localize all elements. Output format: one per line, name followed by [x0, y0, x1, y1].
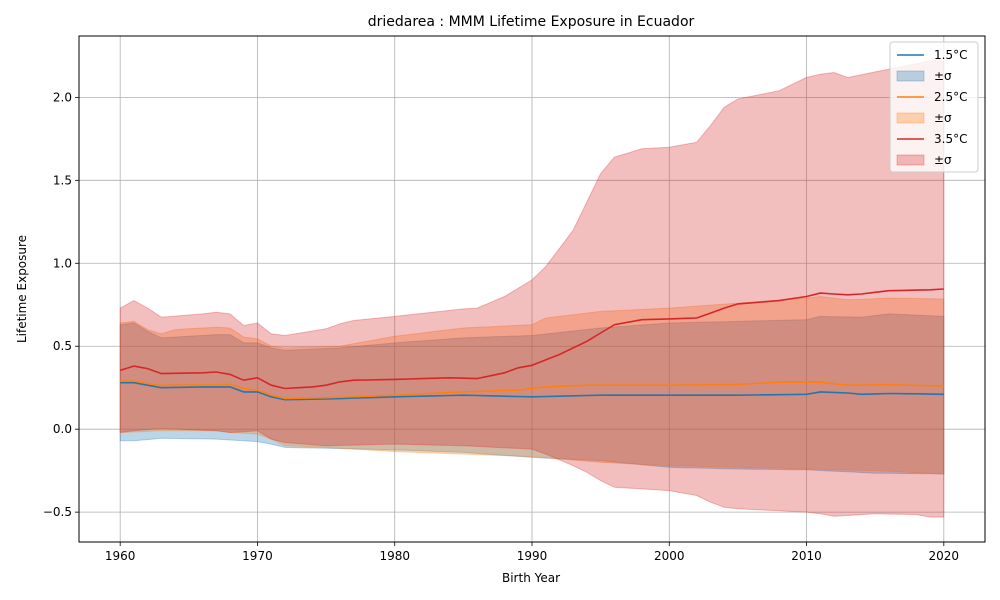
x-tick-label: 1960	[105, 549, 136, 563]
legend-band-swatch	[896, 154, 925, 166]
line-series-1	[120, 381, 944, 401]
y-axis-label: Lifetime Exposure	[15, 235, 29, 343]
uncertainty-bands	[119, 60, 945, 518]
grid-lines	[79, 36, 985, 542]
legend-series-label: 3.5°C	[934, 132, 967, 146]
x-tick-label: 2020	[929, 549, 960, 563]
line-series-3	[119, 288, 944, 390]
y-tick-label: −0.5	[43, 505, 72, 519]
band-series-1	[119, 313, 945, 475]
series-lines	[119, 288, 944, 401]
x-tick-label: 2000	[654, 549, 685, 563]
band-series-3	[119, 60, 945, 518]
x-tick-label: 1990	[517, 549, 548, 563]
band-series-2	[119, 295, 945, 475]
y-tick-label: 2.0	[53, 90, 72, 104]
x-axis-ticks: 1960 1970 1980 1990 2000 2010 2020	[105, 542, 959, 563]
y-tick-label: 1.5	[53, 173, 72, 187]
x-tick-label: 2010	[791, 549, 822, 563]
x-tick-label: 1980	[379, 549, 410, 563]
y-tick-label: 0.0	[53, 422, 72, 436]
y-tick-label: 0.5	[53, 339, 72, 353]
y-tick-label: 1.0	[53, 256, 72, 270]
x-axis-label: Birth Year	[502, 571, 560, 585]
line-series-2	[120, 380, 944, 400]
legend-band-swatch	[896, 112, 925, 124]
legend-series-label: 1.5°C	[934, 48, 967, 62]
legend-band-label: ±σ	[934, 69, 952, 83]
legend-band-label: ±σ	[934, 111, 952, 125]
y-axis-ticks: −0.5 0.0 0.5 1.0 1.5 2.0	[43, 90, 79, 519]
legend: 1.5°C ±σ 2.5°C ±σ 3.5°C ±σ	[889, 41, 979, 173]
legend-band-swatch	[896, 70, 925, 82]
legend-series-label: 2.5°C	[934, 90, 967, 104]
legend-band-label: ±σ	[934, 153, 952, 167]
x-tick-label: 1970	[242, 549, 273, 563]
chart-title: driedarea : MMM Lifetime Exposure in Ecu…	[368, 14, 695, 30]
